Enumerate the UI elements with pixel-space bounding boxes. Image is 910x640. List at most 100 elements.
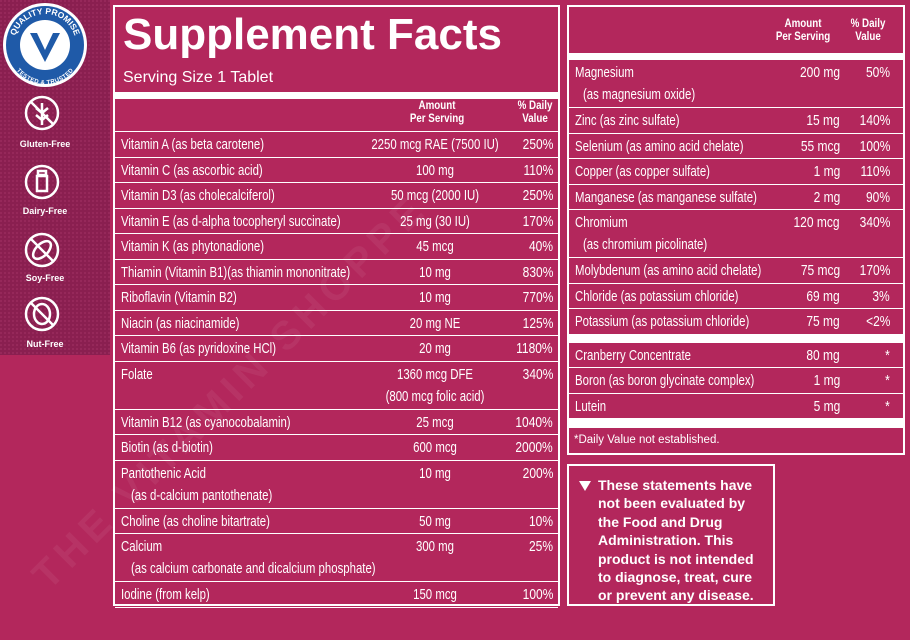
nutrient-name: Calcium [121, 538, 163, 555]
nutrient-name: Vitamin C (as ascorbic acid) [121, 161, 263, 179]
nutrient-detail: (as calcium carbonate and dicalcium phos… [131, 560, 376, 577]
daily-value: <2% [865, 313, 890, 330]
nutrient-row: Potassium (as potassium chloride) 75 mg <2… [569, 309, 903, 335]
nutrient-row: Thiamin (Vitamin B1)(as thiamin mononitr… [115, 260, 558, 285]
amount: 50 mg [419, 512, 451, 530]
daily-value: 2000% [515, 439, 553, 456]
disclaimer-line: product is not intended [598, 550, 754, 567]
disclaimer-icon [579, 481, 591, 491]
amount: 15 mg [806, 112, 840, 129]
title: Supplement Facts [123, 10, 502, 59]
daily-value: 250% [522, 187, 553, 204]
nutrient-row: Manganese (as manganese sulfate) 2 mg 90% [569, 185, 903, 210]
daily-value: * [885, 372, 890, 389]
nutrient-name: Molybdenum (as amino acid chelate) [575, 262, 762, 279]
amount: 75 mcg [800, 262, 840, 279]
nutrient-name: Folate [121, 365, 153, 383]
daily-value: 40% [528, 238, 553, 255]
nutrient-name: Vitamin B6 (as pyridoxine HCl) [121, 340, 277, 357]
thick-rule [569, 333, 903, 343]
footnote: *Daily Value not established. [574, 434, 720, 446]
nutrient-name: Iodine (from kelp) [121, 586, 210, 603]
amount: 100 mg [415, 161, 455, 179]
header-line: Amount [784, 18, 822, 30]
rows: Magnesium (as magnesium oxide) 200 mg 50% Zi… [569, 60, 903, 446]
icons [24, 95, 60, 332]
serving-size: Serving Size 1 Tablet [123, 69, 274, 86]
daily-value: * [885, 397, 890, 415]
header-line: Amount [418, 100, 456, 112]
nutrient-name: Biotin (as d-biotin) [121, 439, 213, 456]
daily-value: 170% [522, 212, 553, 230]
nutrient-name: Manganese (as manganese sulfate) [575, 188, 757, 206]
nutrient-row: Folate 1360 mcg DFE (800 mcg folic acid) 34… [115, 362, 558, 410]
amount: 50 mcg (2000 IU) [390, 187, 480, 204]
nutrient-name: Thiamin (Vitamin B1)(as thiamin mononitr… [121, 263, 351, 281]
daily-value: 90% [865, 188, 890, 206]
sidebar: QUALITY PROMISE TESTED & TRUSTED Gluten-… [0, 0, 110, 355]
nutrient-row: Magnesium (as magnesium oxide) 200 mg 50% [569, 60, 903, 108]
icon-label: Gluten-Free [20, 139, 71, 149]
nutrient-row: Copper (as copper sulfate) 1 mg 110% [569, 159, 903, 185]
nutrient-name: Vitamin E (as d-alpha tocopheryl succina… [121, 212, 341, 230]
header-dv: % Daily Value [851, 18, 886, 44]
nutrient-row: Molybdenum (as amino acid chelate) 75 mcg… [569, 258, 903, 284]
header-line: % Daily [517, 100, 553, 112]
header-amount: Amount Per Serving [776, 18, 830, 44]
disclaimer: These statements have not been evaluated … [598, 476, 754, 605]
nutrient-row: Riboflavin (Vitamin B2) 10 mg 770% [115, 285, 558, 311]
daily-value: 100% [859, 137, 890, 155]
daily-value: 170% [859, 262, 890, 279]
daily-value: 140% [859, 112, 890, 129]
nutrient-detail: (as d-calcium pantothenate) [131, 486, 273, 504]
disclaimer-line: These statements have [598, 477, 753, 493]
amount: 2 mg [813, 188, 840, 206]
daily-value: 100% [522, 586, 553, 603]
facts-panel: Supplement Facts Serving Size 1 Tablet A… [113, 5, 560, 608]
amount: 1 mg [813, 372, 840, 389]
disclaimer-line: Administration. This [598, 532, 734, 549]
nutrient-row: Chromium (as chromium picolinate) 120 mcg 3… [569, 210, 903, 258]
nutrient-name: Vitamin B12 (as cyanocobalamin) [121, 413, 291, 431]
amount: 75 mg [806, 313, 840, 330]
daily-value: 25% [528, 538, 553, 555]
amount: 55 mcg [800, 137, 840, 155]
header-line: Per Serving [775, 31, 831, 43]
icon-label: Dairy-Free [23, 206, 68, 216]
daily-value: 770% [522, 289, 553, 306]
nutrient-row: Niacin (as niacinamide) 20 mg NE 125% [115, 311, 558, 336]
nutrient-name: Lutein [575, 397, 607, 415]
nutrient-name: Choline (as choline bitartrate) [121, 512, 270, 530]
disclaimer-line: to diagnose, treat, cure [598, 569, 753, 586]
nutrient-row: Lutein 5 mg * [569, 394, 903, 419]
daily-value: 830% [522, 263, 553, 281]
amount: 150 mcg [413, 586, 457, 603]
daily-value: 250% [522, 136, 553, 153]
nutrient-name: Cranberry Concentrate [575, 346, 691, 364]
daily-value: 10% [528, 512, 553, 530]
disclaimer-line: or prevent any disease. [598, 587, 754, 604]
nutrient-name: Chromium [575, 214, 628, 231]
nutrient-row: Vitamin A (as beta carotene) 2250 mcg RAE… [115, 132, 558, 158]
daily-value: 340% [859, 214, 890, 231]
amount: 25 mg (30 IU) [400, 212, 470, 230]
nutrient-name: Potassium (as potassium chloride) [575, 313, 750, 330]
nutrient-row: Iodine (from kelp) 150 mcg 100% [115, 582, 558, 608]
thick-rule [115, 92, 558, 99]
nutrient-row: Choline (as choline bitartrate) 50 mg 10% [115, 509, 558, 534]
disclaimer-box: These statements have not been evaluated … [567, 464, 775, 606]
daily-value: 50% [865, 64, 890, 81]
header-dv: % Daily Value [518, 100, 553, 126]
daily-value: 200% [522, 464, 553, 482]
nutrient-name: Vitamin K (as phytonadione) [121, 238, 265, 255]
nutrient-row: Selenium (as amino acid chelate) 55 mcg 10… [569, 134, 903, 159]
header-line: Value [522, 113, 548, 125]
amount: 20 mg NE [409, 314, 461, 332]
amount: 1360 mcg DFE [396, 365, 474, 383]
daily-value: 110% [523, 161, 553, 179]
daily-value: 1180% [516, 340, 553, 357]
amount: 10 mg [419, 289, 451, 306]
nutrient-row: Biotin (as d-biotin) 600 mcg 2000% [115, 435, 558, 461]
nutrient-name: Niacin (as niacinamide) [121, 314, 240, 332]
